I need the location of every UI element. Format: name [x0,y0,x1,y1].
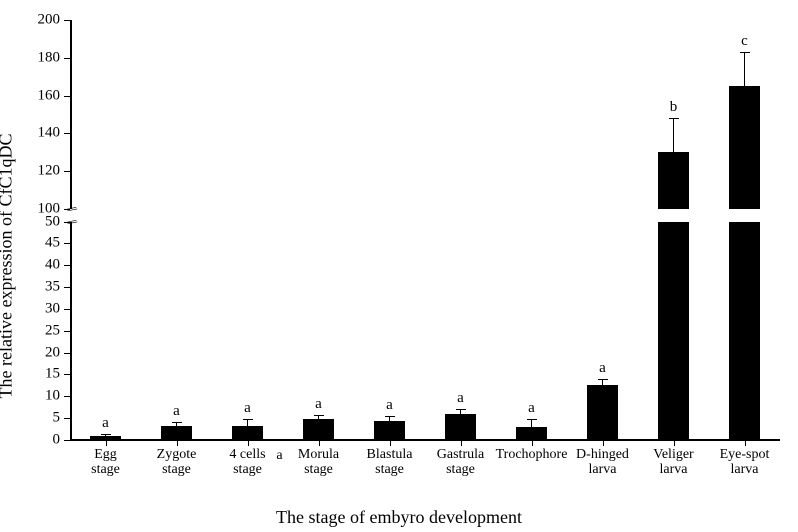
y-tick [64,287,70,288]
x-tick-label: Blastulastage [367,448,413,477]
significance-letter: a [386,397,393,414]
y-tick [64,133,70,134]
error-bar [673,118,674,152]
bar [516,427,548,440]
x-tick-label: Gastrulastage [437,448,484,477]
bar [161,426,193,440]
x-tick-label: Eggstage [91,448,120,477]
x-tick-label: Eye-spotlarva [720,448,770,477]
stray-letter: a [276,448,282,464]
y-tick [64,96,70,97]
bar [232,426,264,440]
y-tick-label: 140 [20,125,60,142]
y-tick-label: 180 [20,49,60,66]
error-bar-cap [101,434,111,435]
error-bar [531,419,532,427]
error-bar-cap [172,422,182,423]
x-tick [461,440,462,446]
y-tick-label: 35 [20,279,60,296]
significance-letter: a [244,400,251,417]
y-axis-line-lower [70,222,72,440]
x-tick [319,440,320,446]
error-bar-cap [385,416,395,417]
significance-letter: a [599,360,606,377]
error-bar-cap [740,52,750,53]
y-tick-label: 120 [20,163,60,180]
y-tick [64,265,70,266]
error-bar [744,52,745,86]
y-tick-label: 45 [20,235,60,252]
error-bar-cap [456,409,466,410]
plot-area: ////051015202530354045501001201401601802… [70,20,780,440]
significance-letter: a [528,400,535,417]
x-tick-label: 4 cellsstage [229,448,265,477]
error-bar-cap [314,415,324,416]
y-tick [64,331,70,332]
y-tick [64,396,70,397]
x-tick [390,440,391,446]
bar [587,385,619,440]
x-tick [745,440,746,446]
y-tick-label: 160 [20,87,60,104]
error-bar-cap [669,118,679,119]
y-tick [64,20,70,21]
x-axis-label: The stage of embyro development [0,507,798,528]
y-axis-line-upper [70,20,72,209]
y-tick-label: 10 [20,388,60,405]
x-tick [248,440,249,446]
y-axis-label: The relative expression of CfC1qDC [0,134,17,399]
significance-letter: a [102,415,109,432]
significance-letter: b [670,99,678,116]
x-tick-label: Veligerlarva [653,448,693,477]
significance-letter: c [741,33,748,50]
bar-lower-seg [729,222,761,440]
y-tick-label: 200 [20,12,60,29]
bar [303,419,335,440]
y-tick-label: 15 [20,366,60,383]
bar-lower-seg [658,222,690,440]
bar [445,414,477,440]
expression-bar-chart: The relative expression of CfC1qDC ////0… [0,0,798,532]
y-tick [64,418,70,419]
y-tick [64,243,70,244]
bar-upper-seg [658,152,690,209]
y-tick-label: 20 [20,344,60,361]
y-tick [64,353,70,354]
y-tick-label: 25 [20,322,60,339]
y-tick-label: 40 [20,257,60,274]
y-tick [64,309,70,310]
x-tick-label: Morulastage [298,448,339,477]
y-tick [64,171,70,172]
y-tick [64,209,70,210]
bar-upper-seg [729,86,761,209]
y-tick-label: 30 [20,300,60,317]
y-tick [64,222,70,223]
x-tick [106,440,107,446]
bar [374,421,406,440]
y-tick-label: 100 [20,201,60,218]
x-tick-label: D-hingedlarva [576,448,629,477]
significance-letter: a [315,396,322,413]
significance-letter: a [173,403,180,420]
x-tick [532,440,533,446]
x-tick [674,440,675,446]
x-tick [177,440,178,446]
y-tick-label: 0 [20,432,60,449]
x-tick-label: Zygotestage [157,448,197,477]
y-tick [64,374,70,375]
error-bar-cap [598,379,608,380]
x-tick-label: Trochophore [496,448,568,463]
significance-letter: a [457,390,464,407]
y-tick-label: 5 [20,410,60,427]
error-bar-cap [243,419,253,420]
x-tick [603,440,604,446]
error-bar-cap [527,419,537,420]
y-tick [64,58,70,59]
y-tick [64,440,70,441]
